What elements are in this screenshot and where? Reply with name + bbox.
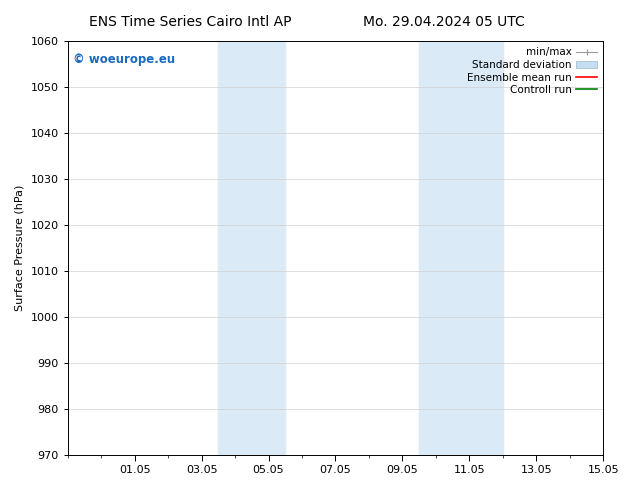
Text: © woeurope.eu: © woeurope.eu xyxy=(73,53,175,67)
Y-axis label: Surface Pressure (hPa): Surface Pressure (hPa) xyxy=(15,185,25,311)
Bar xyxy=(419,41,503,455)
Text: Mo. 29.04.2024 05 UTC: Mo. 29.04.2024 05 UTC xyxy=(363,15,525,29)
Bar xyxy=(218,41,285,455)
Legend: min/max, Standard deviation, Ensemble mean run, Controll run: min/max, Standard deviation, Ensemble me… xyxy=(463,43,601,99)
Text: ENS Time Series Cairo Intl AP: ENS Time Series Cairo Intl AP xyxy=(89,15,292,29)
